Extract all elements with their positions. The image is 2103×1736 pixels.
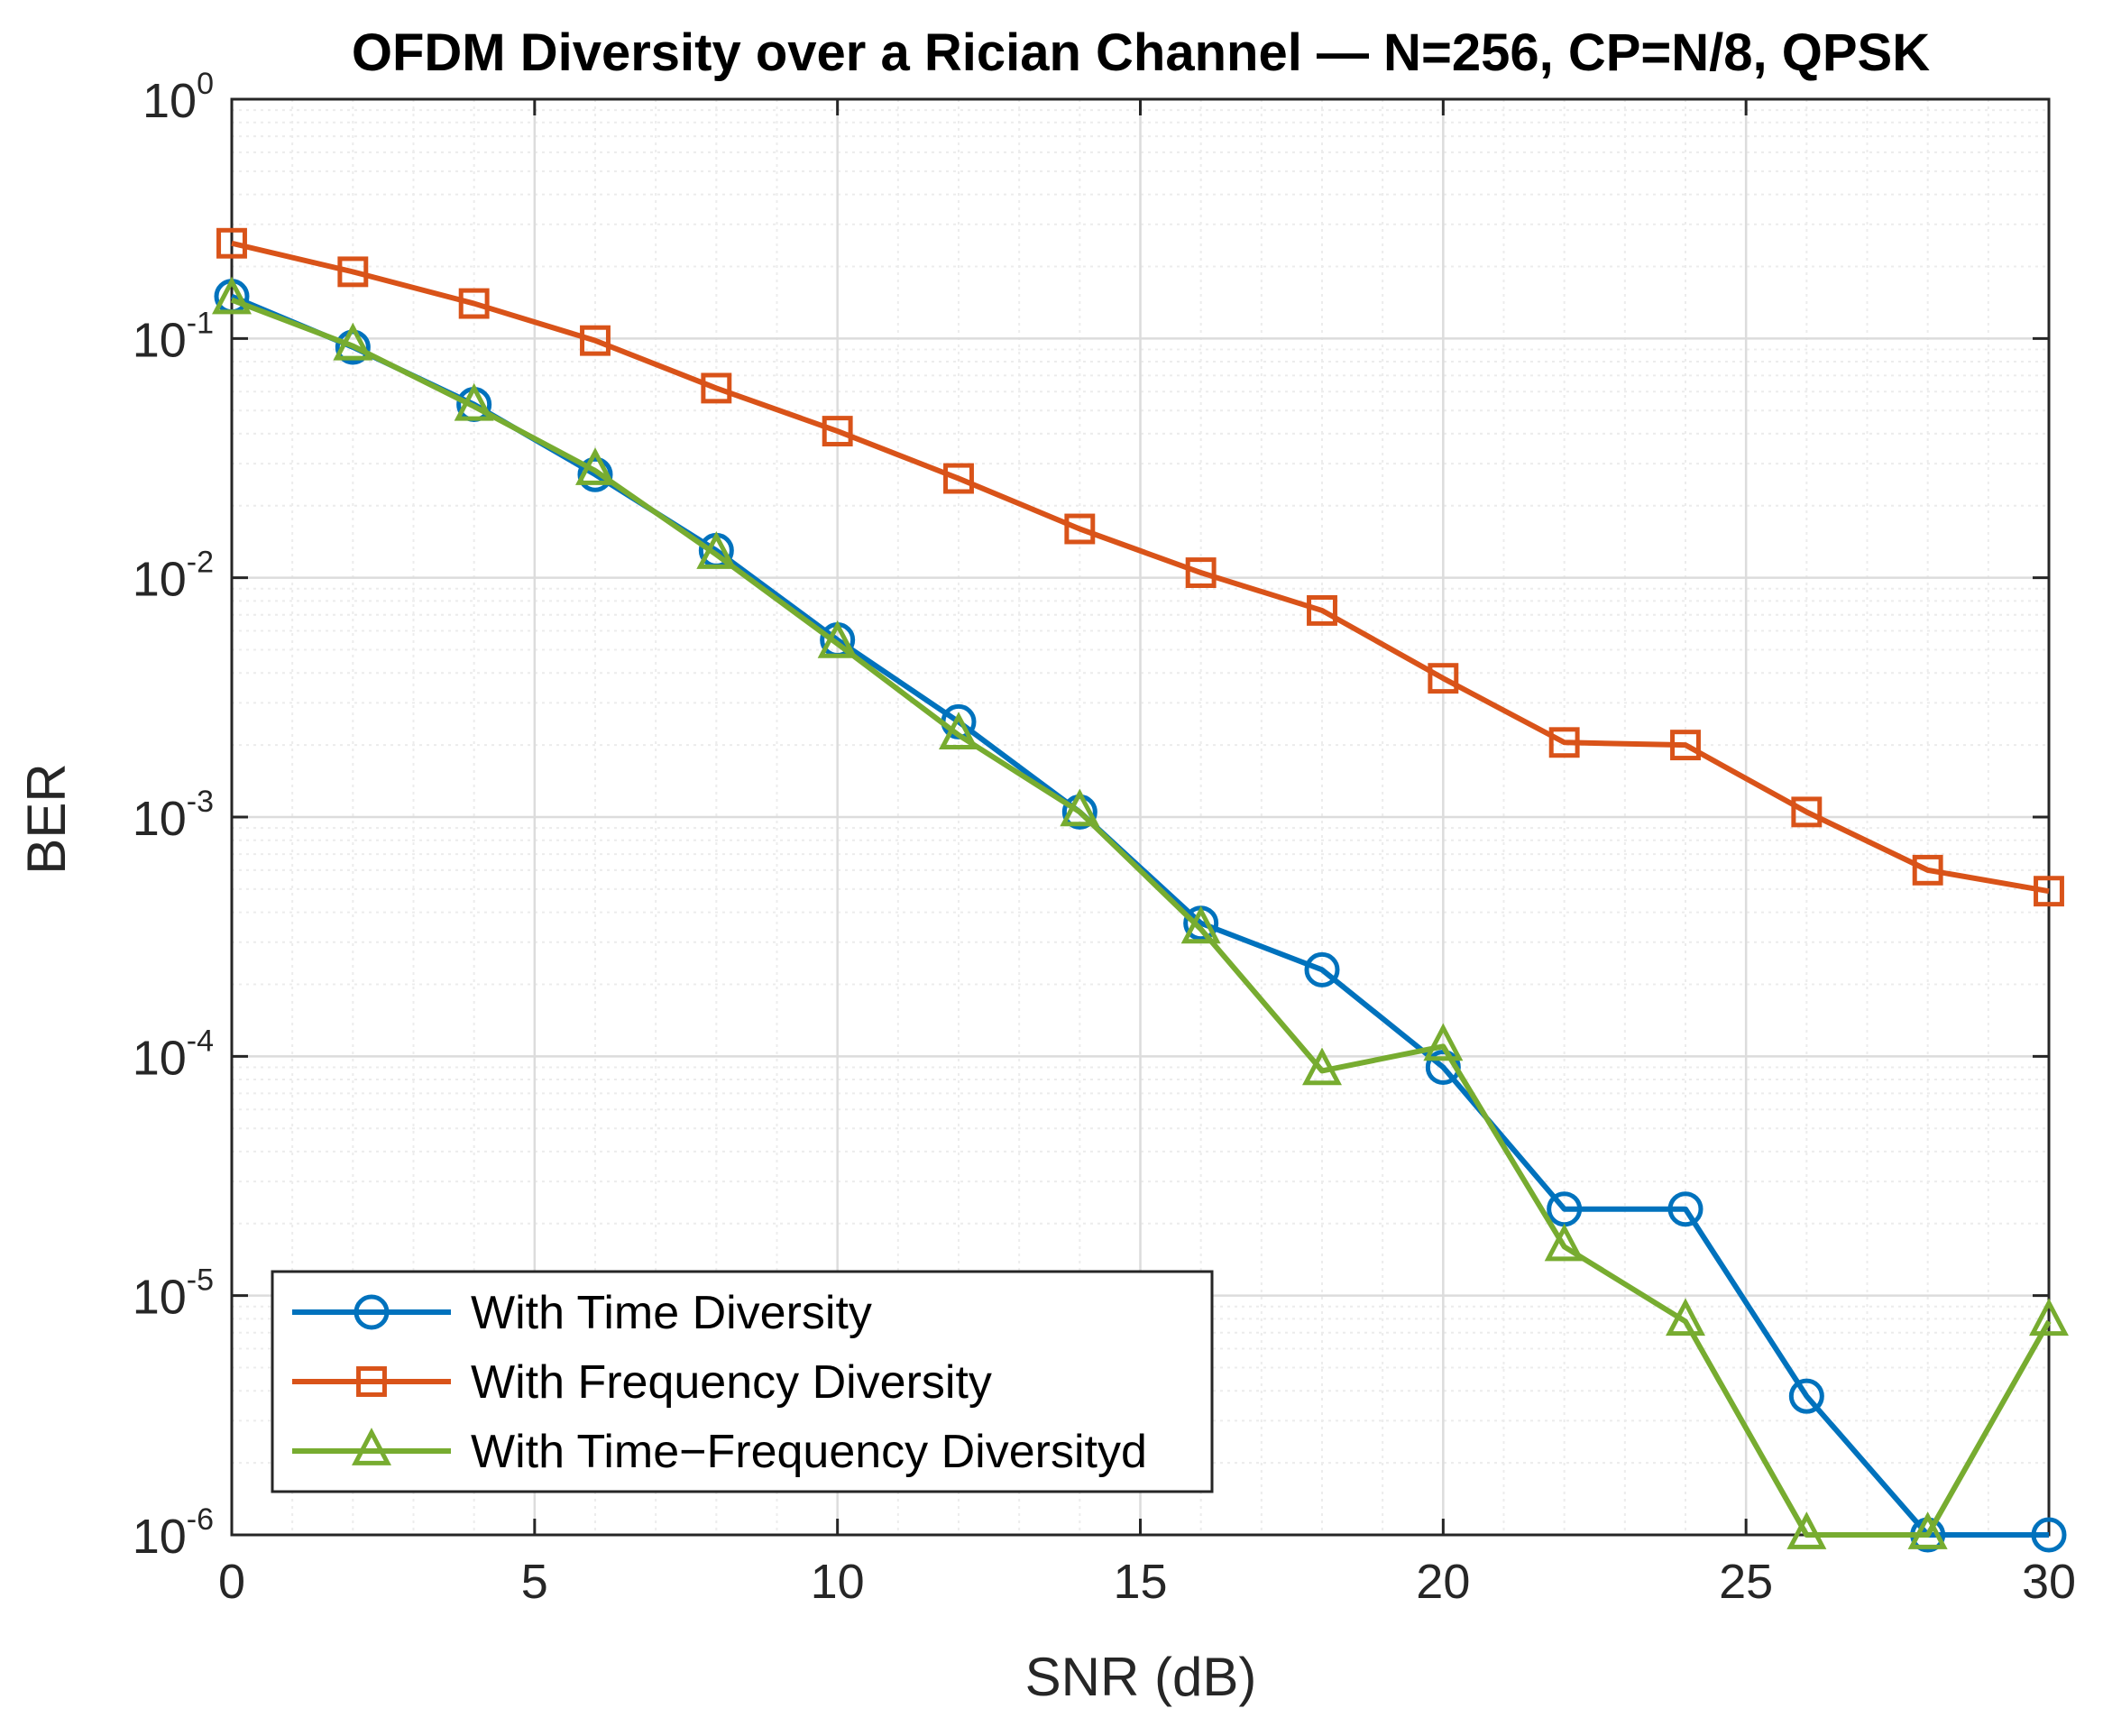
data-point-square: [356, 1366, 387, 1397]
data-point-triangle: [352, 1428, 391, 1465]
data-point-triangle: [1907, 1511, 1948, 1549]
y-tick-label: 10-3: [133, 785, 214, 846]
data-point-circle: [1667, 1191, 1704, 1227]
axis-ticks: 0 5 10 15 20 25 30 100 10-1 10-2 10-3 10-4 10-5 10-6: [133, 67, 2076, 1609]
y-axis-label: BER: [16, 763, 77, 874]
series-3: [212, 276, 2069, 1549]
y-tick-label: 10-6: [133, 1502, 214, 1564]
y-tick-label: 10-2: [133, 546, 214, 607]
legend-entry-2: With Frequency Diversity: [292, 1356, 992, 1409]
data-point-square: [216, 227, 247, 259]
data-point-square: [1185, 557, 1217, 588]
legend-entry-1: With Time Diversity: [292, 1287, 872, 1339]
data-point-square: [337, 256, 369, 288]
data-point-square: [1307, 594, 1337, 626]
data-point-circle: [1788, 1378, 1824, 1414]
data-point-square: [1791, 796, 1823, 828]
data-point-triangle: [2029, 1298, 2069, 1336]
chart-title: OFDM Diversity over a Rician Channel — N…: [352, 23, 1930, 82]
data-point-triangle: [1423, 1023, 1464, 1061]
data-point-square: [1064, 513, 1096, 545]
data-point-circle: [354, 1294, 390, 1330]
data-point-square: [580, 325, 611, 356]
x-tick-label: 30: [2022, 1555, 2076, 1609]
data-point-triangle: [1666, 1298, 1705, 1336]
data-point-triangle: [1786, 1511, 1827, 1549]
x-tick-label: 5: [521, 1555, 548, 1609]
y-tick-label: 100: [142, 67, 214, 128]
legend-label: With Frequency Diversity: [471, 1356, 992, 1409]
data-point-triangle: [1180, 905, 1221, 944]
y-tick-label: 10-1: [133, 306, 214, 367]
series-line: [230, 297, 2052, 1538]
series-layer: [212, 227, 2069, 1553]
legend: With Time Diversity With Frequency Divers…: [271, 1270, 1214, 1493]
data-point-triangle: [454, 382, 494, 421]
data-point-circle: [2031, 1517, 2067, 1553]
legend-label: With Time Diversity: [471, 1287, 872, 1339]
data-point-triangle: [333, 322, 373, 361]
data-point-square: [943, 463, 974, 494]
data-point-triangle: [575, 447, 615, 485]
x-tick-label: 0: [218, 1555, 245, 1609]
data-point-square: [1912, 854, 1943, 886]
data-point-square: [2034, 876, 2064, 907]
data-point-square: [458, 288, 490, 319]
data-point-triangle: [1302, 1047, 1342, 1086]
x-tick-label: 20: [1416, 1555, 1470, 1609]
series-line: [231, 240, 2050, 895]
legend-entry-3: With Time−Frequency Diversityd: [292, 1426, 1147, 1478]
x-axis-label: SNR (dB): [1025, 1647, 1257, 1707]
data-point-triangle: [212, 276, 252, 315]
data-point-square: [701, 372, 732, 404]
x-tick-label: 15: [1113, 1555, 1167, 1609]
data-point-triangle: [939, 712, 978, 750]
y-tick-label: 10-4: [133, 1024, 214, 1085]
data-point-square: [1428, 663, 1459, 694]
y-tick-label: 10-5: [133, 1263, 214, 1325]
x-tick-label: 25: [1719, 1555, 1773, 1609]
data-point-triangle: [817, 620, 858, 658]
data-point-triangle: [696, 531, 737, 569]
data-point-circle: [577, 456, 613, 492]
data-point-square: [1670, 730, 1701, 761]
data-point-triangle: [1060, 788, 1100, 827]
series-2: [216, 227, 2064, 907]
data-point-square: [1548, 727, 1580, 758]
data-point-square: [822, 416, 853, 447]
data-point-circle: [1304, 951, 1340, 987]
x-tick-label: 10: [811, 1555, 865, 1609]
data-point-triangle: [1544, 1223, 1584, 1262]
legend-label: With Time−Frequency Diversityd: [471, 1426, 1147, 1478]
